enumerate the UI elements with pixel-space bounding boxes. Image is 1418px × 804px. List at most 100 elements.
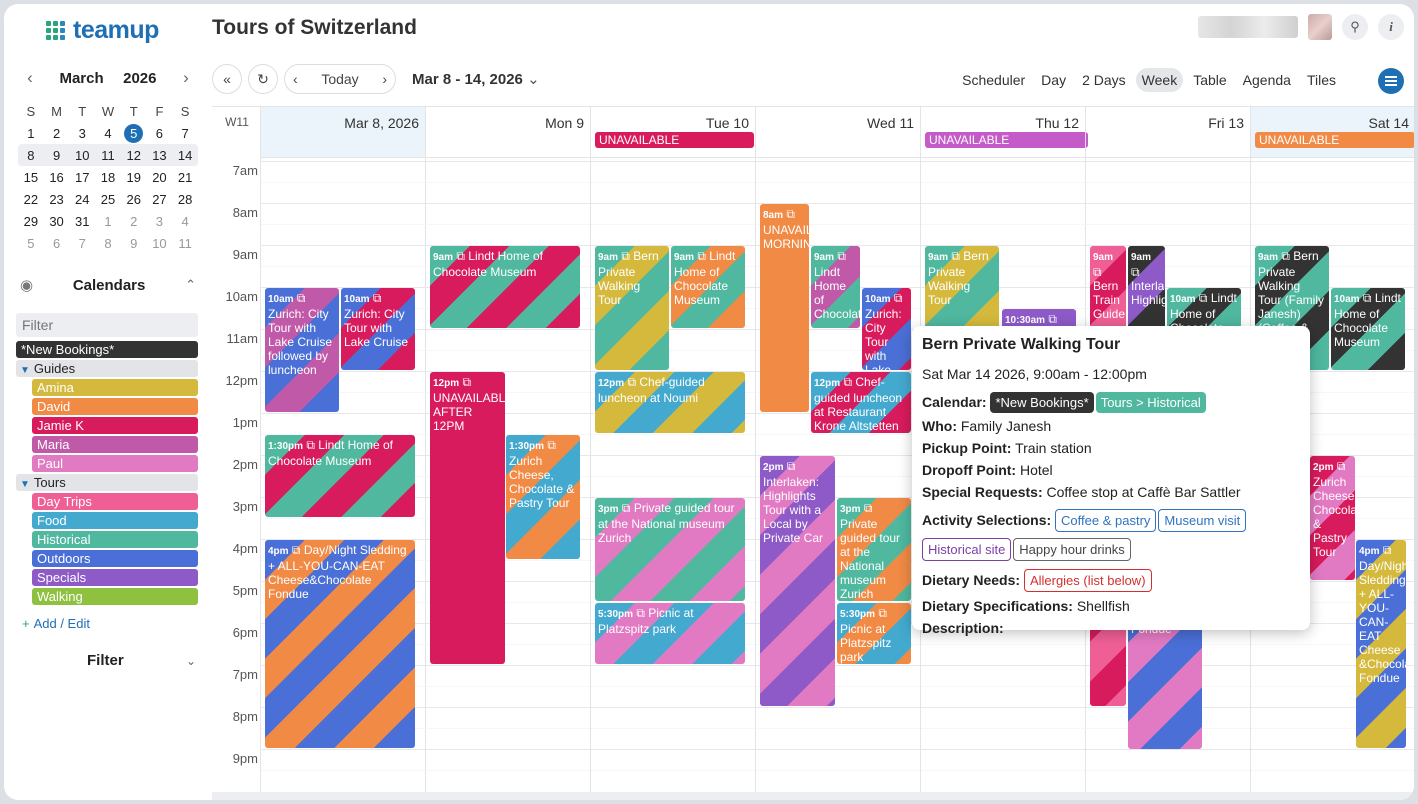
- search-icon[interactable]: ⚲: [1342, 14, 1368, 40]
- view-agenda[interactable]: Agenda: [1242, 72, 1291, 88]
- calendar-event[interactable]: 4pm ⧉ Day/Night Sledding + ALL-YOU-CAN-E…: [1356, 540, 1406, 748]
- calendar-event[interactable]: 4pm ⧉ Day/Night Sledding + ALL-YOU-CAN-E…: [265, 540, 415, 748]
- calendar-group-guides[interactable]: ▼ Guides: [16, 360, 198, 377]
- calendar-event[interactable]: 3pm ⧉ Private guided tour at the Nationa…: [837, 498, 911, 601]
- mini-cal-day[interactable]: 9: [52, 147, 61, 163]
- mini-cal-day[interactable]: 12: [126, 147, 141, 163]
- view-2-days[interactable]: 2 Days: [1082, 72, 1126, 88]
- refresh-button[interactable]: ↻: [248, 64, 278, 94]
- calendar-jamie-k[interactable]: Jamie K: [32, 417, 198, 434]
- view-day[interactable]: Day: [1041, 72, 1067, 88]
- mini-cal-day-today[interactable]: 5: [121, 123, 147, 143]
- calendar-event[interactable]: 12pm ⧉ UNAVAILABLE AFTER 12PM: [430, 372, 505, 664]
- unavailable-banner[interactable]: UNAVAILABLE: [925, 132, 1088, 148]
- user-avatar[interactable]: [1308, 14, 1332, 40]
- mini-cal-day[interactable]: 6: [52, 235, 61, 251]
- calendar-specials[interactable]: Specials: [32, 569, 198, 586]
- day-header-wed[interactable]: Wed 11: [755, 107, 920, 157]
- view-tiles[interactable]: Tiles: [1306, 72, 1336, 88]
- calendar-maria[interactable]: Maria: [32, 436, 198, 453]
- calendar-event[interactable]: 5:30pm ⧉ Picnic at Platzspitz park: [837, 603, 911, 664]
- calendar-event[interactable]: 10am ⧉ Lindt Home of Chocolate: [1167, 288, 1241, 328]
- mini-cal-day[interactable]: 10: [152, 235, 167, 251]
- calendar-amina[interactable]: Amina: [32, 379, 198, 396]
- day-header-sun[interactable]: Mar 8, 2026: [260, 107, 425, 157]
- calendar-event[interactable]: 9am ⧉ Bern Private Walking Tour: [595, 246, 669, 370]
- prev-month-button[interactable]: ‹: [27, 68, 33, 87]
- mini-cal-day[interactable]: 3: [155, 213, 164, 229]
- calendar-event[interactable]: 1:30pm ⧉ Lindt Home of Chocolate Museum: [265, 435, 415, 517]
- next-month-button[interactable]: ›: [183, 68, 189, 87]
- calendar-filter-input[interactable]: [16, 313, 198, 337]
- calendar-event[interactable]: 2pm ⧉ Interlaken: Highlights Tour with a…: [760, 456, 835, 706]
- calendar-event[interactable]: 9am ⧉ Lindt Home of Chocolate Museum: [430, 246, 580, 328]
- day-header-fri[interactable]: Fri 13: [1085, 107, 1250, 157]
- calendar-event[interactable]: 12pm ⧉ Chef-guided luncheon at Restauran…: [811, 372, 911, 433]
- mini-cal-day[interactable]: 25: [100, 191, 116, 207]
- filter-section-toggle[interactable]: Filter ⌄: [20, 652, 196, 669]
- calendar-new-bookings[interactable]: *New Bookings*: [16, 341, 198, 358]
- mini-cal-day[interactable]: 7: [78, 235, 86, 251]
- mini-cal-day[interactable]: 3: [78, 125, 86, 141]
- mini-cal-day[interactable]: 19: [126, 169, 141, 185]
- mini-cal-day[interactable]: 21: [177, 169, 193, 185]
- calendar-event[interactable]: 2pm ⧉ Zurich Cheese, Chocolate & Pastry …: [1310, 456, 1355, 580]
- calendar-group-tours[interactable]: ▼ Tours: [16, 474, 198, 491]
- calendar-event[interactable]: 10am ⧉ Lindt Home of Chocolate Museum: [1331, 288, 1405, 370]
- collapse-sidebar-button[interactable]: «: [212, 64, 242, 94]
- chevron-up-icon[interactable]: ⌃: [185, 277, 196, 292]
- mini-cal-day[interactable]: 8: [104, 235, 112, 251]
- calendar-event[interactable]: 10am ⧉ Zurich: City Tour with Lake Cruis…: [265, 288, 339, 412]
- mini-cal-year[interactable]: 2026: [123, 69, 157, 87]
- teamup-logo[interactable]: teamup: [46, 16, 159, 45]
- mini-cal-day[interactable]: 23: [49, 191, 64, 207]
- mini-cal-day[interactable]: 11: [101, 147, 115, 163]
- mini-cal-day[interactable]: 31: [75, 213, 90, 229]
- calendar-david[interactable]: David: [32, 398, 198, 415]
- mini-cal-day[interactable]: 10: [75, 147, 90, 163]
- mini-cal-day[interactable]: 18: [100, 169, 116, 185]
- mini-cal-day[interactable]: 15: [23, 169, 39, 185]
- calendar-event[interactable]: 3pm ⧉ Private guided tour at the Nationa…: [595, 498, 745, 601]
- mini-cal-day[interactable]: 17: [75, 169, 90, 185]
- calendar-day-trips[interactable]: Day Trips: [32, 493, 198, 510]
- next-week-button[interactable]: ›: [382, 71, 387, 87]
- mini-cal-day[interactable]: 4: [104, 125, 112, 141]
- eye-icon[interactable]: ◉: [20, 277, 34, 294]
- mini-cal-day[interactable]: 27: [152, 191, 167, 207]
- mini-cal-day[interactable]: 22: [23, 191, 39, 207]
- date-range-picker[interactable]: Mar 8 - 14, 2026 ⌄: [412, 70, 540, 88]
- mini-cal-day[interactable]: 1: [104, 213, 112, 229]
- mini-cal-day[interactable]: 13: [152, 147, 167, 163]
- unavailable-banner[interactable]: UNAVAILABLE: [595, 132, 754, 148]
- mini-cal-day[interactable]: 20: [152, 169, 167, 185]
- calendar-event[interactable]: 5:30pm ⧉ Picnic at Platzspitz park: [595, 603, 745, 664]
- day-header-mon[interactable]: Mon 9: [425, 107, 590, 157]
- add-edit-link[interactable]: + Add / Edit: [22, 616, 90, 631]
- calendar-food[interactable]: Food: [32, 512, 198, 529]
- mini-cal-day[interactable]: 16: [49, 169, 64, 185]
- mini-cal-day[interactable]: 30: [49, 213, 64, 229]
- calendar-chip[interactable]: *New Bookings*: [990, 392, 1094, 413]
- mini-cal-day[interactable]: 5: [27, 235, 35, 251]
- hamburger-menu-icon[interactable]: [1378, 68, 1404, 94]
- mini-cal-day[interactable]: 14: [177, 147, 193, 163]
- mini-cal-day[interactable]: 28: [177, 191, 193, 207]
- calendar-historical[interactable]: Historical: [32, 531, 198, 548]
- view-week[interactable]: Week: [1135, 68, 1184, 92]
- mini-cal-day[interactable]: 8: [27, 147, 35, 163]
- mini-cal-day[interactable]: 1: [27, 125, 35, 141]
- view-table[interactable]: Table: [1193, 72, 1227, 88]
- calendar-event[interactable]: 12pm ⧉ Chef-guided luncheon at Noumi: [595, 372, 745, 433]
- mini-cal-day[interactable]: 2: [130, 213, 138, 229]
- calendar-event[interactable]: 8am ⧉ UNAVAILABLE MORNING: [760, 204, 809, 412]
- horizontal-scrollbar[interactable]: [212, 792, 1414, 800]
- mini-cal-day[interactable]: 4: [181, 213, 189, 229]
- calendar-event[interactable]: 9am ⧉ Lindt Home of Chocolate Museum: [671, 246, 745, 328]
- mini-cal-day[interactable]: 7: [181, 125, 189, 141]
- mini-cal-day[interactable]: 2: [52, 125, 61, 141]
- unavailable-banner[interactable]: UNAVAILABLE: [1255, 132, 1414, 148]
- user-name-blurred[interactable]: [1198, 16, 1298, 38]
- calendar-outdoors[interactable]: Outdoors: [32, 550, 198, 567]
- calendar-walking[interactable]: Walking: [32, 588, 198, 605]
